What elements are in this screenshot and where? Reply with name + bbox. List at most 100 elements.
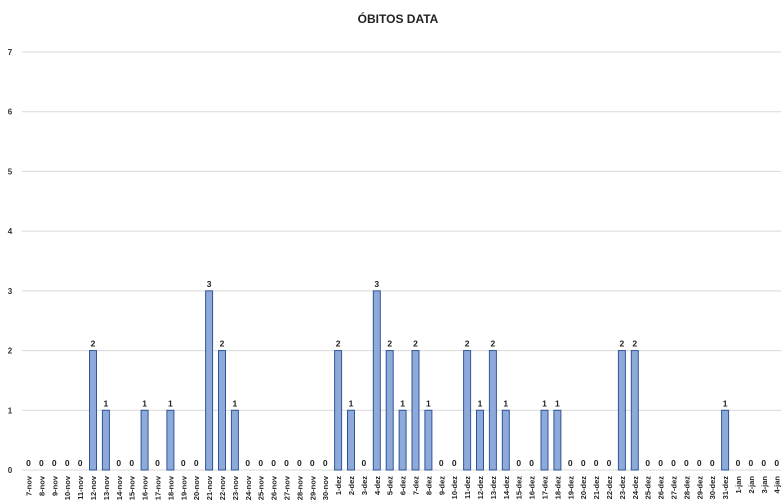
x-axis-ticks: 7-nov 8-nov 9-nov 10-nov 11-nov 12-nov 13-nov 1… (25, 475, 781, 500)
bar-8-dez (424, 409, 433, 471)
bar-22-nov (218, 350, 226, 471)
x-tick-label-26-nov: 26-nov (270, 475, 279, 500)
data-label-8-nov: 0 (39, 458, 44, 468)
data-label-13-dez: 2 (491, 339, 496, 349)
bar-6-dez (398, 409, 407, 471)
bar-12-nov (89, 350, 97, 471)
x-tick-label-23-dez: 23-dez (618, 476, 627, 500)
data-label-17-nov: 0 (155, 458, 160, 468)
bar-12-dez (476, 409, 484, 471)
x-tick-label-27-dez: 27-dez (670, 476, 679, 500)
data-label-14-dez: 1 (503, 398, 508, 408)
bars (89, 290, 730, 471)
data-label-26-nov: 0 (271, 458, 276, 468)
x-tick-label-9-nov: 9-nov (50, 475, 59, 496)
data-label-25-dez: 0 (645, 458, 650, 468)
data-label-23-nov: 1 (233, 398, 238, 408)
x-tick-label-10-nov: 10-nov (63, 475, 72, 500)
x-tick-label-8-dez: 8-dez (424, 476, 433, 495)
x-tick-label-12-nov: 12-nov (89, 475, 98, 500)
x-tick-label-13-nov: 13-nov (102, 475, 111, 500)
data-label-16-dez: 0 (529, 458, 534, 468)
x-tick-label-18-nov: 18-nov (166, 475, 175, 500)
y-tick-label: 2 (8, 347, 13, 356)
bar-16-nov (140, 409, 149, 471)
x-tick-label-26-dez: 26-dez (657, 476, 666, 500)
y-tick-label: 1 (8, 406, 13, 415)
bar-18-dez (553, 409, 562, 471)
x-tick-label-31-dez: 31-dez (721, 476, 730, 500)
data-label-20-nov: 0 (194, 458, 199, 468)
bar-17-dez (540, 409, 549, 471)
x-tick-label-29-dez: 29-dez (695, 476, 704, 500)
data-label-27-nov: 0 (284, 458, 289, 468)
data-label-19-nov: 0 (181, 458, 186, 468)
data-label-11-dez: 2 (465, 339, 470, 349)
x-tick-label-20-dez: 20-dez (579, 476, 588, 500)
x-tick-label-7-nov: 7-nov (25, 475, 34, 496)
bar-14-dez (501, 409, 510, 471)
x-tick-label-15-dez: 15-dez (515, 476, 524, 500)
data-label-2-dez: 1 (349, 398, 354, 408)
data-label-18-nov: 1 (168, 398, 173, 408)
x-tick-label-16-dez: 16-dez (528, 476, 537, 500)
x-tick-label-21-nov: 21-nov (205, 475, 214, 500)
data-label-28-dez: 0 (684, 458, 689, 468)
data-label-20-dez: 0 (581, 458, 586, 468)
x-tick-label-28-nov: 28-nov (295, 475, 304, 500)
x-tick-label-3-dez: 3-dez (360, 476, 369, 495)
x-tick-label-13-dez: 13-dez (489, 476, 498, 500)
data-label-27-dez: 0 (671, 458, 676, 468)
bar-13-nov (101, 409, 110, 471)
data-label-29-nov: 0 (310, 458, 315, 468)
bar-13-dez (488, 350, 497, 471)
data-label-12-dez: 1 (478, 398, 483, 408)
x-tick-label-19-nov: 19-nov (179, 475, 188, 500)
data-label-21-dez: 0 (594, 458, 599, 468)
x-tick-label-16-nov: 16-nov (141, 475, 150, 500)
data-label-12-nov: 2 (91, 339, 96, 349)
data-label-19-dez: 0 (568, 458, 573, 468)
x-tick-label-22-nov: 22-nov (218, 475, 227, 500)
data-label-22-dez: 0 (607, 458, 612, 468)
x-tick-label-30-nov: 30-nov (321, 475, 330, 500)
data-label-8-dez: 1 (426, 398, 431, 408)
x-tick-label-12-dez: 12-dez (476, 476, 485, 500)
data-label-1-jan: 0 (736, 458, 741, 468)
x-tick-label-21-dez: 21-dez (592, 476, 601, 500)
x-tick-label-25-dez: 25-dez (644, 476, 653, 500)
x-tick-label-11-dez: 11-dez (463, 476, 472, 499)
chart-title: ÓBITOS DATA (358, 11, 439, 26)
data-label-5-dez: 2 (387, 339, 392, 349)
x-tick-label-29-nov: 29-nov (308, 475, 317, 500)
x-tick-label-24-dez: 24-dez (631, 476, 640, 500)
x-tick-label-17-dez: 17-dez (541, 476, 550, 500)
bar-4-dez (372, 290, 381, 471)
x-tick-label-4-jan: 4-jan (773, 476, 781, 494)
x-tick-label-23-nov: 23-nov (231, 475, 240, 500)
data-label-4-dez: 3 (374, 279, 379, 289)
x-tick-label-10-dez: 10-dez (450, 476, 459, 500)
data-label-24-dez: 2 (632, 339, 637, 349)
data-label-31-dez: 1 (723, 398, 728, 408)
x-tick-label-30-dez: 30-dez (708, 476, 717, 500)
data-label-15-nov: 0 (129, 458, 134, 468)
x-tick-label-14-nov: 14-nov (115, 475, 124, 500)
data-label-23-dez: 2 (620, 339, 625, 349)
x-tick-label-8-nov: 8-nov (37, 475, 46, 496)
x-tick-label-27-nov: 27-nov (283, 475, 292, 500)
bar-1-dez (334, 350, 343, 471)
x-tick-label-1-dez: 1-dez (334, 476, 343, 495)
x-tick-label-22-dez: 22-dez (605, 476, 614, 500)
data-label-9-nov: 0 (52, 458, 57, 468)
x-tick-label-14-dez: 14-dez (502, 476, 511, 500)
x-tick-label-7-dez: 7-dez (412, 476, 421, 495)
data-label-3-dez: 0 (362, 458, 367, 468)
bar-31-dez (721, 409, 730, 471)
y-tick-label: 4 (8, 227, 13, 236)
data-label-25-nov: 0 (258, 458, 263, 468)
bar-7-dez (411, 350, 420, 471)
data-label-3-jan: 0 (761, 458, 766, 468)
